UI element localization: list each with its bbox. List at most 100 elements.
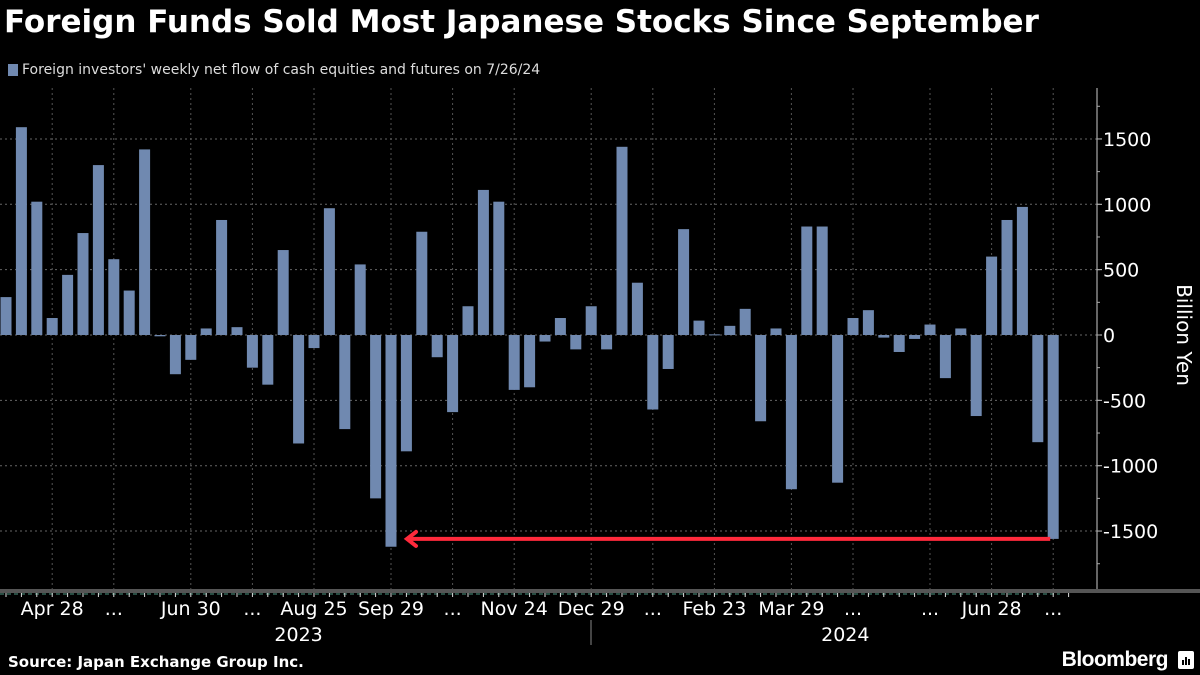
bar: [308, 335, 320, 349]
bar: [801, 226, 813, 335]
x-tick-label: Jun 28: [961, 598, 1022, 620]
x-tick-label: ...: [1044, 598, 1062, 620]
bloomberg-chart-icon: [1178, 651, 1194, 669]
bar: [662, 335, 674, 369]
bar: [108, 259, 120, 335]
bar: [939, 335, 951, 379]
x-tick-label: Dec 29: [558, 598, 625, 620]
chart: 1500 1000 500 0 -500 -1000 -1500 Billion Yen Apr…: [0, 88, 1200, 646]
bar: [77, 233, 89, 335]
x-tick-label: Aug 25: [280, 598, 347, 620]
bar: [924, 324, 936, 335]
bar: [739, 308, 751, 335]
bar: [462, 306, 474, 335]
x-tick-label: Jun 30: [160, 598, 221, 620]
y-tick-label: -1500: [1103, 521, 1158, 543]
bar: [524, 335, 536, 388]
bar: [339, 335, 351, 430]
bar: [354, 264, 366, 335]
bar: [231, 327, 243, 335]
bar: [554, 318, 566, 335]
bar: [1032, 335, 1044, 443]
x-tick-label: Nov 24: [481, 598, 548, 620]
bar: [570, 335, 582, 350]
chart-title: Foreign Funds Sold Most Japanese Stocks …: [4, 4, 1039, 40]
bar: [708, 334, 720, 336]
bar: [15, 127, 27, 335]
bar: [678, 229, 690, 335]
bar: [1001, 219, 1013, 335]
bar: [909, 335, 921, 339]
y-tick-label: -500: [1103, 390, 1146, 412]
y-tick-label: 1000: [1103, 194, 1151, 216]
x-tick-label: ...: [444, 598, 462, 620]
legend: Foreign investors' weekly net flow of ca…: [8, 62, 540, 78]
legend-swatch: [8, 64, 18, 76]
bar: [893, 335, 905, 352]
bar: [1016, 206, 1028, 335]
bar: [631, 282, 643, 335]
bar: [262, 335, 274, 385]
x-tick-label: Sep 29: [358, 598, 424, 620]
bar: [293, 335, 305, 444]
bar: [385, 335, 397, 547]
bar: [539, 335, 551, 342]
bar: [216, 219, 228, 335]
bar: [955, 328, 967, 335]
bar: [878, 335, 890, 338]
bar: [785, 335, 797, 490]
bar: [832, 335, 844, 483]
bar: [724, 325, 736, 335]
arrow-head: [403, 529, 418, 548]
y-tick-label: -1000: [1103, 456, 1158, 478]
source-note: Source: Japan Exchange Group Inc.: [8, 653, 304, 671]
y-axis-label: Billion Yen: [1172, 284, 1196, 386]
x-tick-label: Apr 28: [21, 598, 84, 620]
bar: [508, 335, 520, 390]
x-year-label: 2023: [274, 624, 322, 646]
bar: [139, 149, 151, 335]
bar: [200, 328, 212, 335]
bar: [92, 165, 104, 335]
bar: [1047, 335, 1059, 539]
x-axis-line: [0, 589, 1200, 593]
x-year-label: 2024: [821, 624, 869, 646]
bar: [693, 320, 705, 335]
x-tick-label: ...: [844, 598, 862, 620]
bar: [416, 231, 428, 335]
bar: [123, 290, 135, 335]
legend-label: Foreign investors' weekly net flow of ca…: [22, 62, 541, 78]
bar: [847, 318, 859, 335]
bar: [185, 335, 197, 360]
bar: [447, 335, 459, 413]
bloomberg-logo: Bloomberg: [1061, 648, 1169, 671]
bar: [323, 208, 335, 335]
bar: [0, 297, 12, 335]
bar: [493, 201, 505, 335]
bar: [246, 335, 258, 368]
bar: [154, 335, 166, 337]
x-tick-label: ...: [243, 598, 261, 620]
bar: [370, 335, 382, 499]
bar: [970, 335, 982, 417]
bar: [585, 306, 597, 335]
bar: [862, 310, 874, 335]
x-tick-label: Mar 29: [758, 598, 824, 620]
bar: [601, 335, 613, 350]
x-tick-label: ...: [644, 598, 662, 620]
bar: [755, 335, 767, 422]
bar: [986, 256, 998, 335]
y-tick-label: 1500: [1103, 129, 1151, 151]
bar: [46, 318, 58, 335]
x-tick-label: ...: [921, 598, 939, 620]
y-tick-label: 500: [1103, 260, 1139, 282]
bar: [431, 335, 443, 358]
bar: [277, 250, 289, 335]
bar: [647, 335, 659, 410]
bar: [62, 274, 74, 335]
bar: [31, 201, 43, 335]
x-tick-label: ...: [105, 598, 123, 620]
bar: [400, 335, 412, 452]
bar: [169, 335, 181, 375]
bar: [770, 328, 782, 335]
